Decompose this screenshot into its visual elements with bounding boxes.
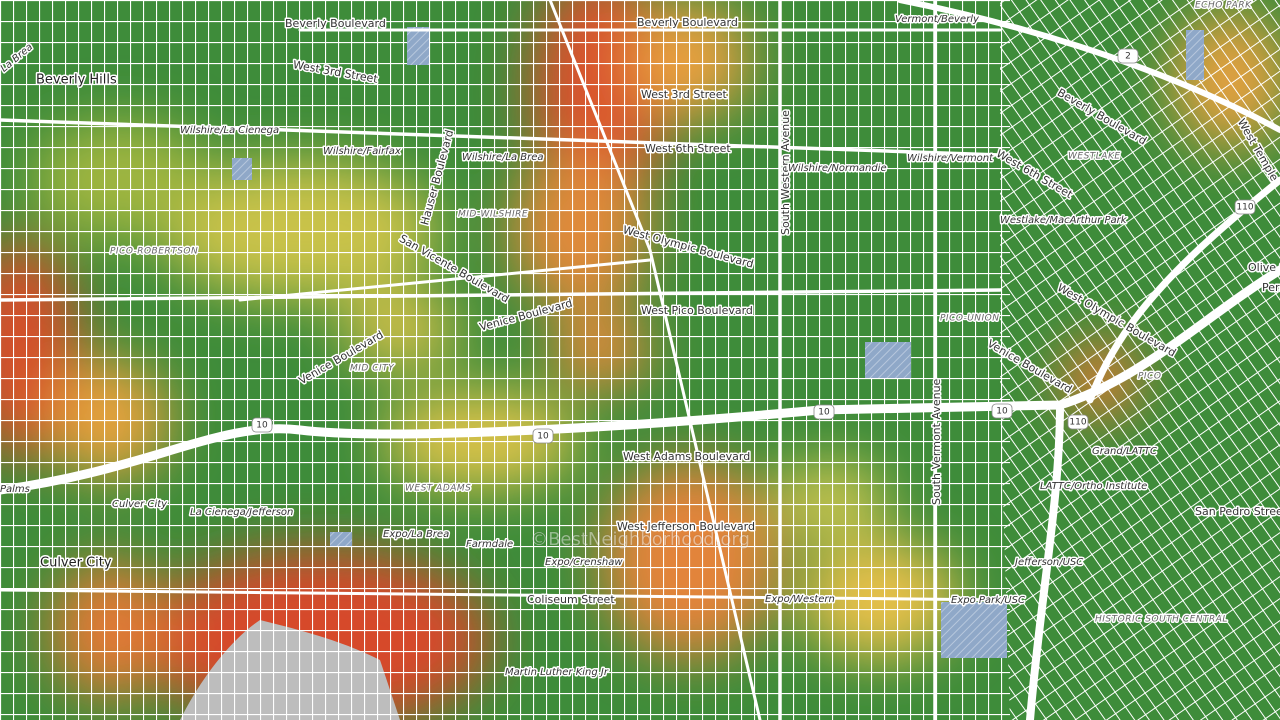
street-label: Coliseum Street — [527, 593, 615, 606]
street-label: West 6th Street — [645, 142, 731, 155]
street-label: South Western Avenue — [779, 110, 792, 235]
shield-body — [251, 417, 273, 433]
street-label: West 3rd Street — [641, 88, 727, 101]
shield-body — [532, 428, 554, 444]
street-label: San Pedro Street — [1195, 505, 1280, 518]
shield-body — [1067, 414, 1089, 430]
shield-label: 10 — [256, 421, 268, 431]
highway-shield: 10 — [813, 404, 835, 420]
hood-label: WEST ADAMS — [405, 484, 471, 494]
hood-label: PICO-UNION — [940, 314, 1000, 324]
shield-label: 10 — [996, 407, 1008, 417]
station-label: Farmdale — [466, 539, 513, 550]
station-label: Wilshire/Fairfax — [323, 146, 401, 157]
street-label: Beverly Boulevard — [285, 17, 386, 30]
street-label: South Vermont Avenue — [930, 378, 943, 505]
highway-shield: 110 — [1234, 199, 1256, 215]
hood-label: MID-WILSHIRE — [458, 210, 528, 220]
station-label: Vermont/Beverly — [895, 14, 980, 25]
station-label: Wilshire/La Brea — [462, 152, 544, 163]
street-label: West Jefferson Boulevard — [617, 520, 755, 533]
hood-label: HISTORIC SOUTH CENTRAL — [1095, 615, 1228, 625]
street-label: West Adams Boulevard — [623, 450, 750, 463]
parks — [232, 27, 1204, 658]
shield-body — [1117, 48, 1139, 64]
shield-body — [1234, 199, 1256, 215]
station-label: Expo/Crenshaw — [545, 557, 623, 568]
street-label: West Pico Boulevard — [641, 304, 753, 317]
street-grid — [0, 0, 1010, 720]
shield-label: 110 — [1069, 418, 1086, 428]
station-label: Palms — [0, 484, 30, 495]
hood-label: PICO-ROBERTSON — [110, 247, 198, 257]
highway-shield: 10 — [251, 417, 273, 433]
station-label: Wilshire/Vermont — [907, 153, 994, 164]
highway-shield: 110 — [1067, 414, 1089, 430]
place-label: Culver City — [40, 556, 112, 571]
station-label: Wilshire/Normandie — [788, 163, 887, 174]
downtown-grid — [1000, 0, 1280, 720]
station-label: La Cienega/Jefferson — [190, 507, 293, 518]
hood-label: MID CITY — [350, 364, 395, 374]
street-label: Pershing — [1262, 281, 1280, 294]
shield-label: 10 — [537, 432, 549, 442]
hood-label: ECHO PARK — [1195, 1, 1252, 11]
station-label: Expo/La Brea — [383, 529, 449, 540]
highway-shield: 2 — [1117, 48, 1139, 64]
station-label: Jefferson/USC — [1013, 557, 1083, 568]
shield-label: 10 — [818, 408, 830, 418]
station-label: Martin Luther King Jr — [505, 667, 609, 678]
station-label: Expo/Western — [765, 594, 835, 605]
shield-body — [813, 404, 835, 420]
station-label: LATTC/Ortho Institute — [1040, 481, 1147, 492]
station-label: Expo Park/USC — [951, 595, 1025, 606]
station-label: Culver City — [112, 499, 168, 510]
station-label: Westlake/MacArthur Park — [1000, 215, 1128, 226]
street-label: Beverly Boulevard — [637, 16, 738, 29]
place-label: Beverly Hills — [36, 73, 117, 88]
highway-shield: 10 — [532, 428, 554, 444]
hood-label: WESTLAKE — [1068, 152, 1121, 162]
shield-label: 110 — [1236, 203, 1253, 213]
highway-shield: 10 — [991, 403, 1013, 419]
station-label: Grand/LATTC — [1092, 446, 1157, 457]
shield-body — [991, 403, 1013, 419]
hood-label: PICO — [1138, 372, 1161, 382]
shield-label: 2 — [1125, 52, 1131, 62]
station-label: Wilshire/La Cienega — [180, 125, 279, 136]
watermark: ©BestNeighborhood.org — [530, 529, 750, 550]
street-label: Olive S — [1248, 261, 1280, 274]
